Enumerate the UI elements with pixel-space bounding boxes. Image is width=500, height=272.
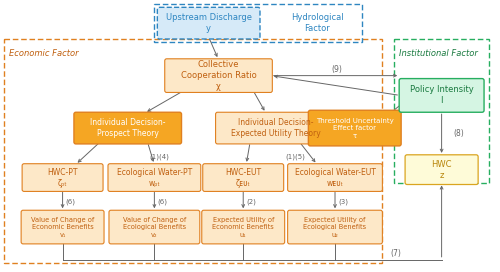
- FancyBboxPatch shape: [288, 164, 382, 191]
- FancyBboxPatch shape: [405, 155, 478, 184]
- FancyBboxPatch shape: [288, 210, 382, 244]
- Text: Individual Decision-
Prospect Theory: Individual Decision- Prospect Theory: [90, 118, 166, 138]
- Text: Threshold Uncertainty
Effect factor
τ: Threshold Uncertainty Effect factor τ: [316, 118, 394, 138]
- Text: (1)(4): (1)(4): [150, 153, 170, 160]
- Text: (8): (8): [454, 129, 464, 138]
- Text: (3): (3): [338, 198, 348, 205]
- Text: Expected Utility of
Economic Benefits
u₁: Expected Utility of Economic Benefits u₁: [212, 217, 274, 237]
- FancyBboxPatch shape: [74, 112, 182, 144]
- FancyBboxPatch shape: [202, 210, 284, 244]
- Text: (1)(5): (1)(5): [286, 153, 306, 160]
- Text: Ecological Water-PT
wₚₜ: Ecological Water-PT wₚₜ: [117, 168, 192, 188]
- Text: HWC-EUT
ζᴇᴜₜ: HWC-EUT ζᴇᴜₜ: [225, 168, 262, 188]
- FancyBboxPatch shape: [21, 210, 104, 244]
- FancyBboxPatch shape: [108, 164, 201, 191]
- Text: Collective
Cooperation Ratio
χ: Collective Cooperation Ratio χ: [180, 60, 256, 91]
- FancyBboxPatch shape: [308, 110, 401, 146]
- FancyBboxPatch shape: [22, 164, 103, 191]
- Text: Individual Decision-
Expected Utility Theory: Individual Decision- Expected Utility Th…: [231, 118, 320, 138]
- FancyBboxPatch shape: [164, 59, 272, 92]
- Text: HWC
z: HWC z: [432, 160, 452, 180]
- Text: HWC-PT
ζₚₜ: HWC-PT ζₚₜ: [48, 168, 78, 188]
- Text: Institutional Factor: Institutional Factor: [399, 49, 478, 58]
- Text: (9): (9): [332, 65, 342, 74]
- Text: Expected Utility of
Ecological Benefits
u₂: Expected Utility of Ecological Benefits …: [304, 217, 366, 237]
- Text: (6): (6): [66, 198, 76, 205]
- Text: Hydrological
Factor: Hydrological Factor: [291, 14, 344, 33]
- FancyBboxPatch shape: [202, 164, 283, 191]
- Text: (7): (7): [391, 249, 402, 258]
- FancyBboxPatch shape: [399, 79, 484, 112]
- Text: Value of Change of
Ecological Benefits
v₂: Value of Change of Ecological Benefits v…: [123, 217, 186, 237]
- FancyBboxPatch shape: [158, 7, 260, 39]
- FancyBboxPatch shape: [109, 210, 200, 244]
- Text: Upstream Discharge
y: Upstream Discharge y: [166, 13, 252, 33]
- Text: Policy Intensity
I: Policy Intensity I: [410, 85, 474, 106]
- Text: (2): (2): [246, 198, 256, 205]
- Text: (6): (6): [158, 198, 168, 205]
- Text: Ecological Water-EUT
wᴇᴜₜ: Ecological Water-EUT wᴇᴜₜ: [294, 168, 376, 188]
- Text: Economic Factor: Economic Factor: [10, 49, 79, 58]
- Text: Value of Change of
Economic Benefits
v₁: Value of Change of Economic Benefits v₁: [31, 217, 94, 237]
- FancyBboxPatch shape: [216, 112, 336, 144]
